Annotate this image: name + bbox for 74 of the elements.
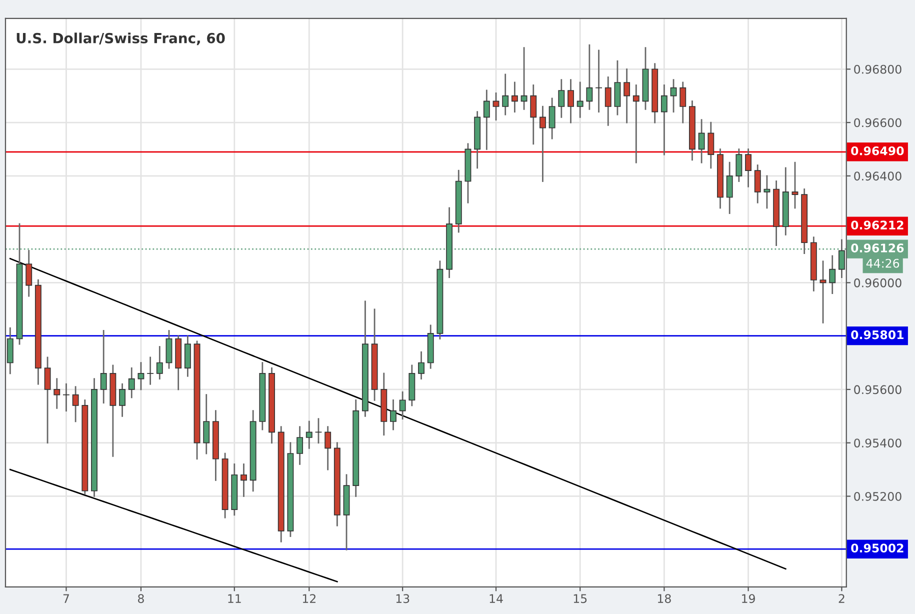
ref-line-label: 0.95002 <box>851 544 904 553</box>
candlestick <box>138 362 144 390</box>
candlestick <box>240 464 247 497</box>
candlestick <box>829 255 836 294</box>
candlestick <box>483 90 490 150</box>
text: 44:26 <box>866 258 900 268</box>
candlestick <box>390 399 396 430</box>
candlestick <box>568 79 574 124</box>
line-series <box>9 258 786 570</box>
y-tick-label: 0.95200 <box>854 492 902 501</box>
ref-line-label: 0.95801 <box>851 330 904 340</box>
x-tick-label: 11 <box>228 594 241 603</box>
candlestick <box>660 84 668 156</box>
candlestick <box>44 356 51 444</box>
x-tick-label: 7 <box>63 594 69 603</box>
candlestick <box>530 84 537 145</box>
x-tick-label: 2 <box>838 594 844 603</box>
candlestick <box>820 260 826 324</box>
candlestick <box>586 44 593 110</box>
candlestick <box>736 148 742 182</box>
candlestick <box>698 119 705 164</box>
candlestick <box>203 394 210 454</box>
candlestick <box>604 76 612 126</box>
candlestick <box>624 68 630 124</box>
x-tick-label: 12 <box>302 594 316 603</box>
candlestick <box>548 98 556 140</box>
candlestick <box>708 122 714 169</box>
y-tick-label: 0.96600 <box>854 118 902 128</box>
candlestick <box>754 164 761 204</box>
candlestick <box>680 82 686 124</box>
candlestick <box>540 106 546 182</box>
line-series <box>9 468 338 582</box>
y-tick-label: 0.96400 <box>854 172 902 181</box>
x-tick-label: 19 <box>742 594 755 604</box>
x-tick-label: 13 <box>396 594 410 604</box>
candlestick <box>792 162 798 209</box>
candlestick <box>502 74 509 116</box>
ref-line-label: 0.96126 <box>851 244 904 252</box>
ref-line-label: 0.96212 <box>851 220 904 230</box>
candlestick <box>156 346 163 380</box>
candlestick <box>119 383 126 417</box>
candlestick <box>315 418 322 444</box>
y-tick-label: 0.95600 <box>854 385 902 394</box>
candlestick <box>520 47 528 110</box>
candlestick <box>726 162 733 214</box>
candlestick <box>399 391 406 420</box>
candlestick <box>418 351 424 380</box>
candlestick <box>632 84 640 164</box>
candlestick <box>558 79 565 118</box>
candlestick <box>511 82 518 113</box>
candlestick <box>72 386 79 422</box>
candlestick <box>745 148 752 188</box>
candlestick <box>296 426 304 465</box>
candlestick <box>324 426 332 470</box>
candlestick <box>576 82 584 118</box>
candlestick <box>128 367 135 398</box>
candlestick <box>492 92 500 121</box>
candlestick <box>670 79 677 113</box>
x-tick-label: 8 <box>138 594 144 604</box>
candlestick <box>100 330 107 404</box>
y-tick-label: 0.96800 <box>854 64 902 74</box>
x-tick-label: 18 <box>658 594 671 604</box>
text: U.S. Dollar/Swiss Franc, 60 <box>16 32 225 46</box>
y-tick-label: 0.95400 <box>854 438 902 448</box>
x-tick-label: 14 <box>490 594 503 603</box>
candlestick <box>147 356 154 385</box>
y-tick-label: 0.96000 <box>854 278 902 288</box>
candlestick <box>26 250 32 297</box>
x-tick-label: 15 <box>574 594 587 604</box>
candlestick <box>764 175 770 209</box>
candlestick <box>306 420 312 449</box>
ref-line-label: 0.96490 <box>851 146 904 156</box>
candlestick <box>838 239 845 278</box>
candlestick <box>54 378 60 409</box>
